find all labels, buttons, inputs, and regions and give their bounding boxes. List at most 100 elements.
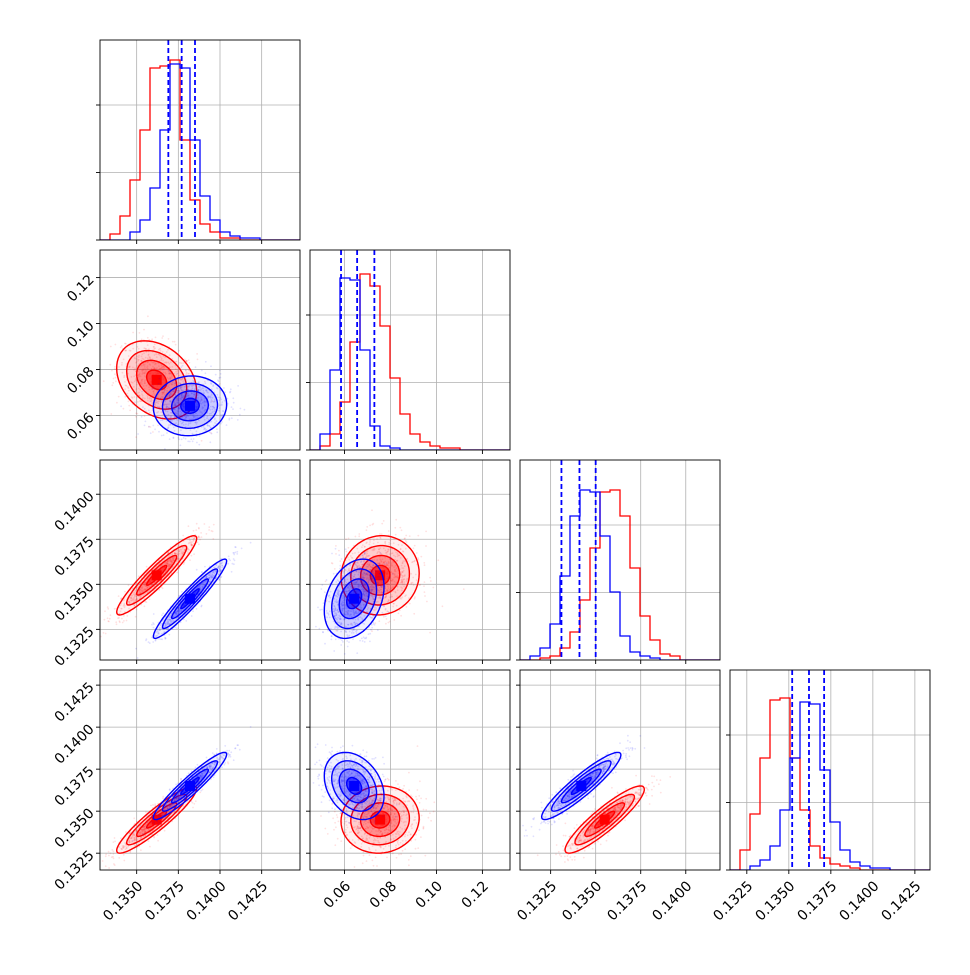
scatter-point <box>105 633 107 635</box>
scatter-point <box>244 409 246 411</box>
scatter-point <box>379 563 381 565</box>
y-tick-label: 0.06 <box>64 410 97 443</box>
scatter-point <box>346 551 348 553</box>
scatter-point <box>181 452 183 454</box>
scatter-point <box>134 401 136 403</box>
scatter-point <box>158 378 160 380</box>
peak-marker <box>349 594 359 604</box>
panel-content <box>315 509 465 654</box>
scatter-point <box>104 610 106 612</box>
peak-marker <box>185 594 195 604</box>
scatter-point <box>338 554 340 556</box>
scatter-point <box>372 524 374 526</box>
scatter-point <box>182 365 184 367</box>
scatter-point <box>112 382 114 384</box>
scatter-point <box>463 588 465 590</box>
scatter-point <box>361 555 363 557</box>
panel-1-0: 0.060.080.100.12 <box>64 250 300 454</box>
scatter-point <box>213 524 215 526</box>
scatter-point <box>154 388 156 390</box>
scatter-point <box>362 640 364 642</box>
scatter-point <box>108 867 110 869</box>
scatter-point <box>154 803 156 805</box>
panel-content <box>96 726 252 869</box>
scatter-point <box>395 519 397 521</box>
scatter-point <box>232 408 234 410</box>
scatter-point <box>209 431 211 433</box>
scatter-point <box>120 837 122 839</box>
scatter-point <box>118 396 120 398</box>
scatter-point <box>234 560 236 562</box>
scatter-point <box>227 563 229 565</box>
scatter-point <box>344 653 346 655</box>
scatter-point <box>111 849 113 851</box>
scatter-point <box>364 641 366 643</box>
scatter-point <box>169 378 171 380</box>
scatter-point <box>195 529 197 531</box>
scatter-point <box>196 523 198 525</box>
scatter-point <box>322 631 324 633</box>
scatter-point <box>157 834 159 836</box>
scatter-point <box>164 375 166 377</box>
scatter-point <box>174 341 176 343</box>
scatter-point <box>113 851 115 853</box>
scatter-point <box>424 591 426 593</box>
scatter-point <box>348 547 350 549</box>
scatter-point <box>163 434 165 436</box>
scatter-point <box>409 535 411 537</box>
scatter-point <box>144 415 146 417</box>
scatter-point <box>417 557 419 559</box>
scatter-point <box>162 613 164 615</box>
scatter-point <box>148 410 150 412</box>
scatter-point <box>331 553 333 555</box>
scatter-point <box>386 562 388 564</box>
scatter-point <box>188 359 190 361</box>
scatter-point <box>180 366 182 368</box>
scatter-point <box>144 425 146 427</box>
scatter-point <box>348 641 350 643</box>
scatter-point <box>110 614 112 616</box>
scatter-point <box>126 615 128 617</box>
scatter-point <box>424 564 426 566</box>
scatter-point <box>123 408 125 410</box>
scatter-point <box>185 369 187 371</box>
scatter-point <box>392 573 394 575</box>
scatter-point <box>189 362 191 364</box>
scatter-point <box>356 652 358 654</box>
scatter-point <box>362 557 364 559</box>
scatter-point <box>164 830 166 832</box>
scatter-point <box>205 372 207 374</box>
scatter-point <box>164 638 166 640</box>
scatter-point <box>200 606 202 608</box>
y-tick-label: 0.1325 <box>52 624 98 670</box>
scatter-point <box>157 425 159 427</box>
scatter-point <box>423 562 425 564</box>
scatter-point <box>366 526 368 528</box>
scatter-point <box>231 406 233 408</box>
scatter-point <box>119 621 121 623</box>
scatter-point <box>335 545 337 547</box>
scatter-point <box>358 535 360 537</box>
scatter-point <box>160 638 162 640</box>
scatter-point <box>196 608 198 610</box>
scatter-point <box>377 562 379 564</box>
scatter-point <box>340 644 342 646</box>
scatter-point <box>437 559 439 561</box>
scatter-point <box>195 800 197 802</box>
scatter-point <box>219 579 221 581</box>
scatter-point <box>113 853 115 855</box>
scatter-point <box>221 421 223 423</box>
scatter-point <box>414 596 416 598</box>
scatter-point <box>220 373 222 375</box>
scatter-point <box>175 344 177 346</box>
scatter-point <box>150 805 152 807</box>
scatter-point <box>231 417 233 419</box>
scatter-point <box>125 831 127 833</box>
scatter-point <box>133 817 135 819</box>
scatter-point <box>342 641 344 643</box>
scatter-point <box>122 622 124 624</box>
scatter-point <box>345 548 347 550</box>
scatter-point <box>199 539 201 541</box>
y-tick-label: 0.1350 <box>52 579 98 625</box>
scatter-point <box>124 343 126 345</box>
